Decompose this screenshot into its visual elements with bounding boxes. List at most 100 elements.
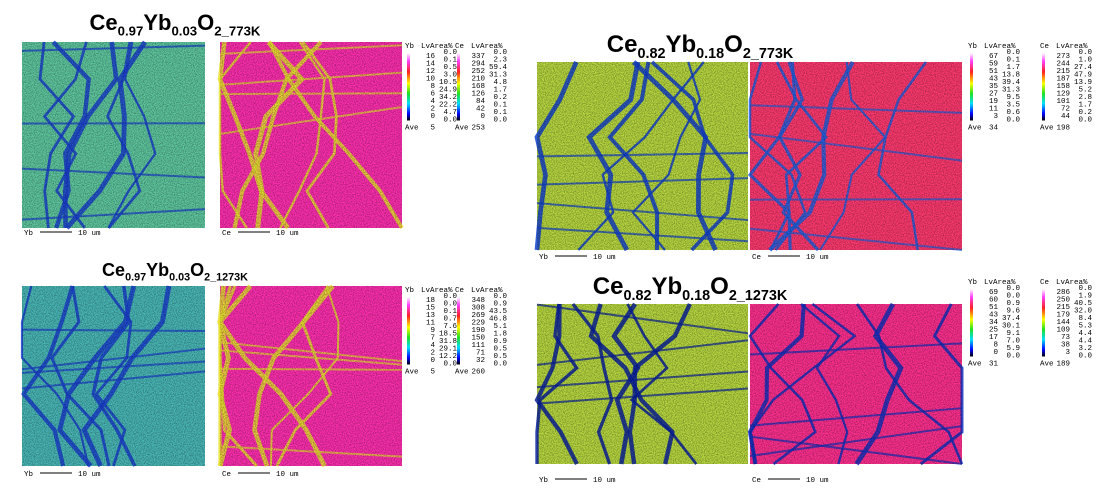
- map-noise: [220, 42, 402, 228]
- title-text: Ce: [593, 273, 624, 300]
- level-value: 4: [430, 98, 435, 106]
- level-value: 252: [471, 68, 485, 76]
- level-value: 111: [471, 342, 485, 350]
- legend-element: Ce: [1040, 43, 1049, 51]
- area-percent: 7.0: [1006, 338, 1020, 346]
- level-value: 348: [471, 297, 485, 305]
- level-value: 187: [1056, 76, 1070, 84]
- area-percent: 12.2: [439, 353, 457, 361]
- area-percent: 0.0: [1006, 285, 1020, 293]
- area-percent: 30.1: [1002, 323, 1021, 331]
- scale-bar-label: 10 um: [78, 230, 101, 238]
- area-percent: 0.1: [443, 308, 457, 316]
- level-value: 308: [471, 305, 485, 313]
- level-value: 0: [430, 357, 435, 365]
- ave-label: Ave: [455, 369, 469, 377]
- area-percent: 29.1: [439, 346, 458, 354]
- map-element-label: Yb: [539, 254, 548, 262]
- ave-label: Ave: [405, 369, 419, 377]
- area-percent: 7.6: [443, 323, 457, 331]
- ave-value: 34: [989, 125, 999, 133]
- map-element-label: Ce: [752, 477, 761, 485]
- area-percent: 0.0: [1006, 293, 1020, 301]
- map-noise: [22, 42, 205, 228]
- map-element-label: Yb: [539, 477, 548, 485]
- legend-element: Yb: [405, 287, 414, 295]
- area-percent: 0.9: [1006, 300, 1020, 308]
- scale-bar-label: 10 um: [806, 254, 829, 262]
- level-value: 43: [989, 76, 999, 84]
- ave-value: 253: [471, 125, 485, 133]
- area-percent: 8.4: [1078, 315, 1092, 323]
- area-percent: 0.0: [1006, 117, 1020, 125]
- scale-bar-label: 10 um: [276, 471, 299, 479]
- title-subscript: 0.03: [171, 24, 197, 39]
- element-map: [747, 60, 963, 252]
- legend-header: LvArea%: [471, 43, 503, 51]
- level-value: 27: [989, 91, 998, 99]
- title-text: Yb: [651, 273, 682, 300]
- level-value: 44: [1061, 113, 1071, 121]
- level-value: 190: [471, 327, 485, 335]
- map-noise: [220, 286, 402, 466]
- area-percent: 22.2: [439, 102, 457, 110]
- title-text: O: [197, 10, 214, 35]
- area-percent: 0.2: [493, 94, 507, 102]
- level-value: 0: [480, 113, 485, 121]
- map-noise: [750, 62, 962, 250]
- map-noise: [750, 304, 962, 464]
- level-value: 16: [426, 53, 436, 61]
- legend-element: Ce: [1040, 279, 1049, 287]
- level-value: 168: [471, 83, 485, 91]
- panel-title: Ce0.82Yb0.18O2_773K: [607, 31, 794, 62]
- area-percent: 0.0: [493, 293, 507, 301]
- area-percent: 0.0: [1078, 353, 1092, 361]
- area-percent: 0.0: [493, 361, 507, 369]
- level-value: 19: [989, 98, 998, 106]
- title-subscript: 0.97: [118, 24, 144, 39]
- area-percent: 0.9: [493, 301, 507, 309]
- map-element-label: Yb: [24, 230, 33, 238]
- level-value: 25: [989, 327, 999, 335]
- level-value: 0: [993, 349, 998, 357]
- title-text: O: [190, 260, 204, 280]
- area-percent: 0.1: [493, 102, 507, 110]
- level-value: 144: [1056, 319, 1070, 327]
- title-text: Ce: [607, 31, 638, 58]
- level-value: 294: [471, 61, 485, 69]
- area-percent: 1.9: [1078, 293, 1092, 301]
- title-subscript: 2_1273K: [204, 272, 248, 284]
- area-percent: 47.9: [1074, 72, 1092, 80]
- area-percent: 0.5: [493, 353, 507, 361]
- area-percent: 37.4: [1002, 315, 1021, 323]
- area-percent: 0.1: [443, 57, 457, 65]
- area-percent: 0.0: [1078, 117, 1092, 125]
- level-value: 84: [476, 98, 486, 106]
- ave-value: 5: [430, 125, 435, 133]
- area-percent: 31.3: [489, 72, 508, 80]
- level-value: 244: [1056, 61, 1070, 69]
- area-percent: 32.0: [1074, 308, 1093, 316]
- title-subscript: 0.82: [623, 288, 651, 304]
- area-percent: 4.4: [1078, 330, 1092, 338]
- area-percent: 9.1: [1006, 330, 1020, 338]
- ave-label: Ave: [1040, 361, 1054, 369]
- map-noise: [22, 286, 205, 466]
- map-element-label: Ce: [222, 230, 231, 238]
- level-value: 10: [426, 76, 436, 84]
- level-value: 8: [993, 342, 998, 350]
- title-text: Ce: [102, 260, 125, 280]
- title-subscript: 0.97: [125, 272, 146, 284]
- area-percent: 0.9: [493, 338, 507, 346]
- area-percent: 0.0: [1006, 353, 1020, 361]
- area-percent: 46.8: [489, 316, 507, 324]
- area-percent: 0.1: [493, 109, 507, 117]
- legend-header: LvArea%: [1056, 279, 1088, 287]
- level-value: 0: [430, 113, 435, 121]
- ave-value: 189: [1056, 361, 1070, 369]
- area-percent: 3.2: [1078, 345, 1092, 353]
- legend-element: Yb: [405, 43, 414, 51]
- area-percent: 9.6: [1006, 308, 1020, 316]
- area-percent: 1.7: [1078, 102, 1092, 110]
- title-text: Yb: [143, 10, 171, 35]
